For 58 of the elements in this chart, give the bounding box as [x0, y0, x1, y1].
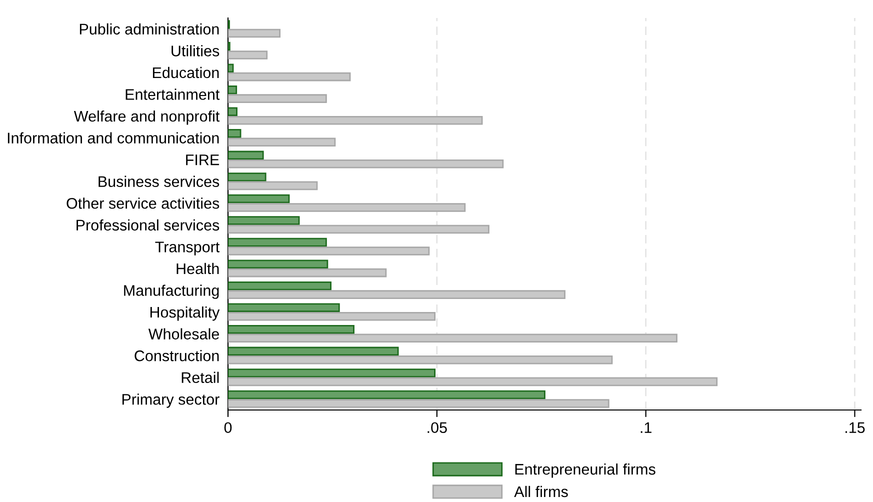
y-tick-label: Professional services: [76, 219, 220, 231]
bar: [228, 346, 399, 356]
y-tick-label: Other service activities: [66, 198, 220, 209]
bar: [228, 181, 318, 190]
bar: [228, 390, 546, 400]
bar: [228, 172, 266, 182]
y-tick-label: Entertainment: [126, 88, 220, 100]
x-tick-label: .15: [846, 422, 865, 434]
bar: [228, 160, 504, 168]
bar: [228, 107, 238, 116]
bar: [228, 281, 332, 290]
bar: [228, 399, 610, 408]
y-tick-label: Construction: [134, 350, 219, 362]
bar: [228, 290, 566, 299]
y-tick-label: Business services: [98, 176, 220, 188]
legend-label: Entrepreneurial firms: [515, 463, 656, 478]
bar: [228, 72, 351, 82]
y-tick-label: Hospitality: [150, 306, 220, 321]
bar: [228, 303, 340, 312]
bar: [228, 368, 436, 378]
x-tick-label: .05: [428, 422, 447, 434]
bar: [228, 194, 290, 204]
bar: [228, 325, 354, 334]
bar: [228, 377, 718, 386]
bar: [228, 224, 490, 234]
bar: [228, 28, 281, 38]
y-tick-label: Primary sector: [122, 394, 220, 408]
bar: [228, 312, 436, 321]
bar: [228, 246, 430, 256]
bar: [228, 260, 328, 268]
bar: [228, 238, 327, 247]
bar: [228, 129, 242, 138]
y-tick-label: Public administration: [80, 23, 219, 35]
y-tick-label: Transport: [155, 242, 220, 256]
y-tick-label: Education: [152, 66, 219, 78]
bar: [228, 356, 613, 364]
y-tick-label: Retail: [182, 372, 219, 384]
bar: [228, 150, 264, 160]
y-tick-label: Wholesale: [148, 328, 219, 340]
bar: [228, 216, 300, 225]
bar: [228, 64, 234, 72]
bar: [228, 85, 238, 94]
x-tick-label: 0: [224, 422, 232, 434]
y-tick-label: FIRE: [186, 154, 220, 166]
bar: [228, 334, 678, 343]
bar: [228, 94, 327, 103]
bar: [228, 50, 268, 60]
y-tick-label: Health: [176, 262, 219, 274]
bar: [228, 116, 483, 125]
y-tick-label: Manufacturing: [124, 284, 219, 299]
y-tick-label: Utilities: [172, 45, 220, 56]
legend-label: All firms: [514, 486, 568, 498]
y-tick-label: Information and communication: [8, 132, 219, 144]
y-tick-label: Welfare and nonprofit: [74, 110, 220, 125]
x-tick-label: .1: [640, 422, 652, 433]
bar: [228, 138, 336, 147]
bar: [228, 203, 466, 212]
bar: [228, 268, 387, 278]
